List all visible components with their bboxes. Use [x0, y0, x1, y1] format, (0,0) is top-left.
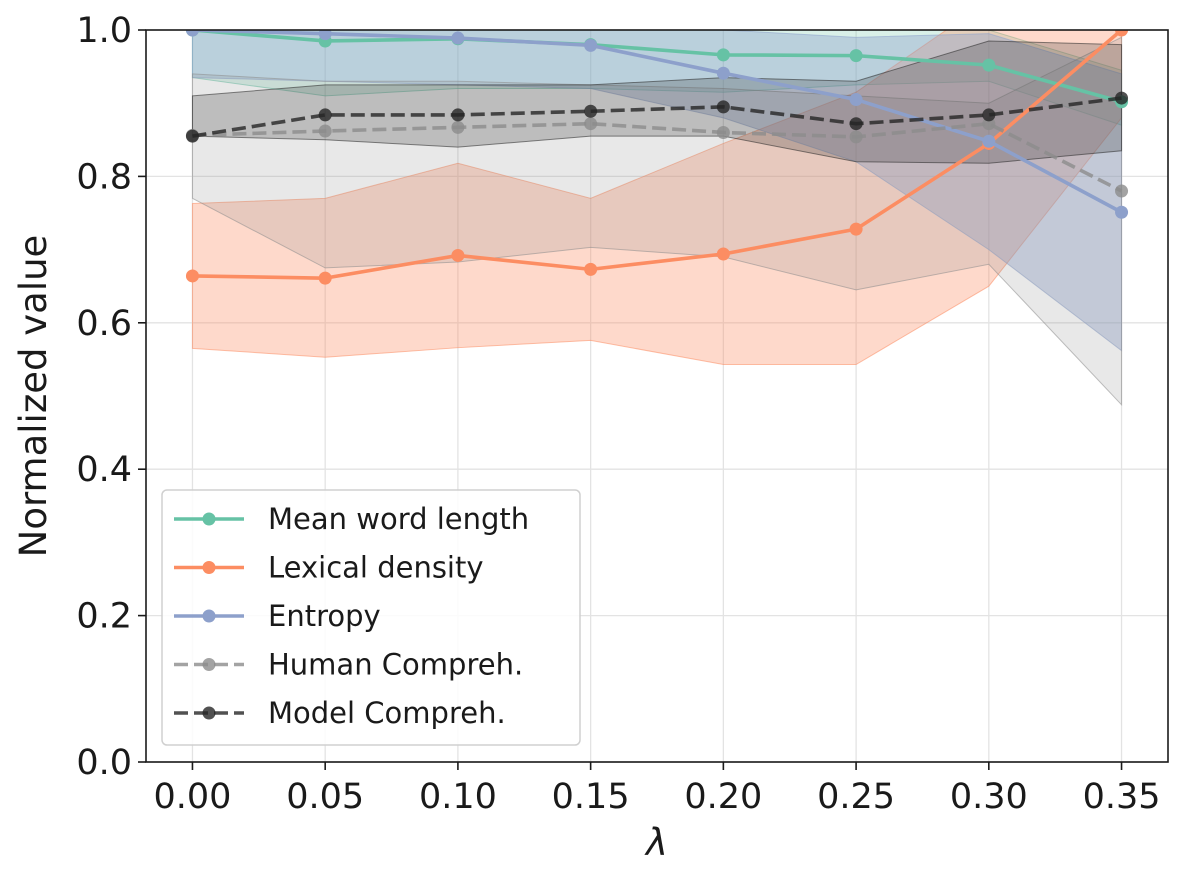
- legend-entropy-label: Entropy: [268, 599, 381, 633]
- legend-box: [161, 489, 581, 746]
- y-axis-label: Normalized value: [12, 235, 55, 558]
- lexical-density-point: [849, 222, 863, 236]
- lexical-density-point: [185, 269, 199, 283]
- legend-mean-word-length-marker: [202, 512, 216, 526]
- entropy-point: [584, 38, 598, 52]
- legend-mean-word-length-label: Mean word length: [268, 502, 529, 536]
- human-compreh-point: [849, 130, 863, 144]
- human-compreh-point: [318, 124, 332, 138]
- model-compreh-point: [451, 108, 465, 122]
- legend-lexical-density-marker: [202, 561, 216, 574]
- entropy-point: [185, 30, 199, 37]
- series-lines: [185, 30, 1129, 285]
- legend-model-compreh-marker: [202, 706, 216, 720]
- model-compreh-point: [318, 108, 332, 122]
- model-compreh-point: [849, 117, 863, 131]
- model-compreh-band: [191, 40, 1123, 164]
- x-tick-label: 0.15: [552, 777, 630, 817]
- model-compreh-point: [982, 108, 996, 122]
- y-tick-label: 1.0: [76, 11, 132, 51]
- entropy-line: [192, 30, 1123, 214]
- legend: Mean word length Lexical density Entropy Hu…: [161, 489, 581, 746]
- x-tick-label: 0.35: [1083, 777, 1161, 817]
- x-tick-label: 0.20: [684, 777, 762, 817]
- y-tick-label: 0.4: [76, 450, 132, 490]
- mean-word-length-point: [716, 48, 730, 62]
- lexical-density-point: [451, 248, 465, 262]
- y-tick-label: 0.0: [76, 743, 132, 783]
- model-compreh-point: [185, 129, 199, 143]
- lexical-density-point: [318, 271, 332, 285]
- human-compreh-line: [192, 121, 1123, 193]
- mean-word-length-point: [982, 58, 996, 72]
- entropy-point: [982, 134, 996, 148]
- legend-model-compreh-label: Model Compreh.: [268, 696, 506, 730]
- lexical-density-point: [716, 247, 730, 261]
- model-compreh-point: [716, 100, 730, 114]
- model-compreh-line: [192, 96, 1122, 138]
- legend-lexical-density-label: Lexical density: [268, 551, 484, 585]
- x-tick-label: 0.00: [153, 777, 231, 817]
- x-tick-label: 0.25: [817, 777, 895, 817]
- human-compreh-point: [1115, 184, 1129, 198]
- legend-human-compreh-label: Human Compreh.: [268, 648, 523, 682]
- axis-ticks: 0.00 0.05 0.10 0.15 0.20 0.25 0.30 0.35 0.0 0.2 0.…: [76, 11, 1160, 817]
- human-compreh-point: [451, 120, 465, 134]
- entropy-point: [451, 31, 465, 45]
- y-tick-label: 0.8: [76, 157, 132, 197]
- entropy-point: [1115, 205, 1129, 219]
- legend-entropy-marker: [202, 609, 216, 623]
- model-compreh-point: [1115, 91, 1129, 105]
- plot-frame: [145, 29, 1169, 763]
- mean-word-length-point: [849, 49, 863, 63]
- x-tick-label: 0.10: [419, 777, 497, 817]
- lexical-density-line: [192, 30, 1123, 280]
- human-compreh-point: [584, 117, 598, 131]
- model-compreh-point: [584, 104, 598, 118]
- y-tick-label: 0.6: [76, 304, 132, 344]
- human-compreh-point: [716, 125, 730, 139]
- mean-word-length-line: [192, 30, 1123, 104]
- legend-human-compreh-marker: [202, 658, 216, 671]
- x-axis-label: λ: [644, 821, 668, 864]
- x-tick-label: 0.05: [286, 777, 364, 817]
- x-tick-label: 0.30: [950, 777, 1028, 817]
- entropy-point: [849, 93, 863, 107]
- entropy-point: [716, 66, 730, 80]
- y-tick-label: 0.2: [76, 597, 132, 637]
- lexical-density-point: [1115, 30, 1129, 37]
- lexical-density-point: [584, 262, 598, 276]
- entropy-point: [318, 30, 332, 41]
